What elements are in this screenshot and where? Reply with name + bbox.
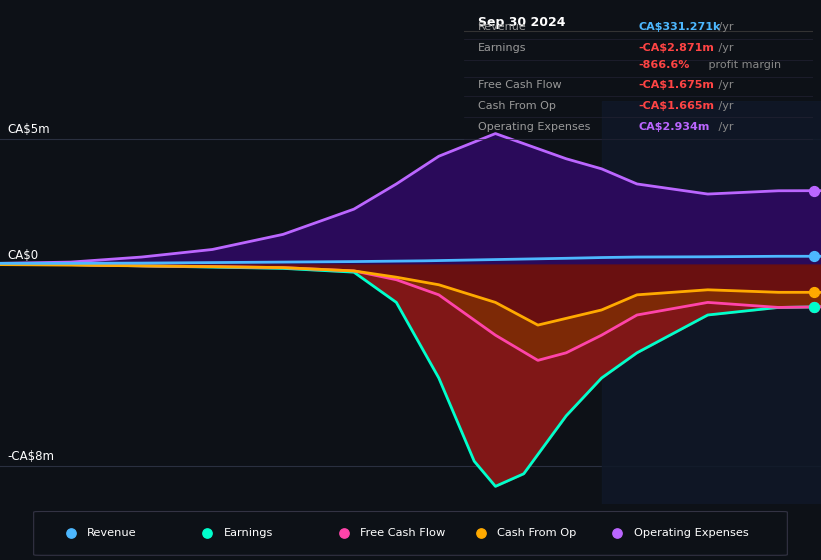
Text: CA$5m: CA$5m bbox=[7, 123, 50, 136]
Text: -CA$2.871m: -CA$2.871m bbox=[639, 44, 714, 53]
Text: /yr: /yr bbox=[715, 80, 734, 90]
Text: CA$331.271k: CA$331.271k bbox=[639, 22, 721, 32]
Point bbox=[64, 529, 77, 538]
Text: -CA$1.675m: -CA$1.675m bbox=[639, 80, 714, 90]
Text: Cash From Op: Cash From Op bbox=[478, 101, 556, 111]
Text: CA$2.934m: CA$2.934m bbox=[639, 122, 709, 132]
Point bbox=[807, 252, 820, 261]
Text: Operating Expenses: Operating Expenses bbox=[634, 529, 749, 538]
Text: Operating Expenses: Operating Expenses bbox=[478, 122, 590, 132]
Text: /yr: /yr bbox=[715, 22, 734, 32]
Text: Earnings: Earnings bbox=[223, 529, 273, 538]
Text: /yr: /yr bbox=[715, 101, 734, 111]
Text: CA$0: CA$0 bbox=[7, 249, 39, 262]
Point bbox=[807, 288, 820, 297]
Point bbox=[201, 529, 214, 538]
Bar bbox=[602, 101, 821, 504]
Text: -CA$1.665m: -CA$1.665m bbox=[639, 101, 714, 111]
Text: profit margin: profit margin bbox=[704, 60, 781, 70]
Point bbox=[807, 302, 820, 311]
Point bbox=[337, 529, 351, 538]
Text: -866.6%: -866.6% bbox=[639, 60, 690, 70]
Text: /yr: /yr bbox=[715, 44, 734, 53]
FancyBboxPatch shape bbox=[34, 511, 787, 556]
Point bbox=[475, 529, 488, 538]
Text: Revenue: Revenue bbox=[478, 22, 526, 32]
Point bbox=[611, 529, 624, 538]
Point bbox=[807, 186, 820, 195]
Text: Earnings: Earnings bbox=[478, 44, 526, 53]
Text: -CA$8m: -CA$8m bbox=[7, 450, 54, 463]
Text: Sep 30 2024: Sep 30 2024 bbox=[478, 16, 566, 29]
Text: Cash From Op: Cash From Op bbox=[497, 529, 576, 538]
Point bbox=[807, 302, 820, 311]
Text: Free Cash Flow: Free Cash Flow bbox=[360, 529, 446, 538]
Text: Revenue: Revenue bbox=[87, 529, 136, 538]
Text: Free Cash Flow: Free Cash Flow bbox=[478, 80, 562, 90]
Text: /yr: /yr bbox=[715, 122, 734, 132]
